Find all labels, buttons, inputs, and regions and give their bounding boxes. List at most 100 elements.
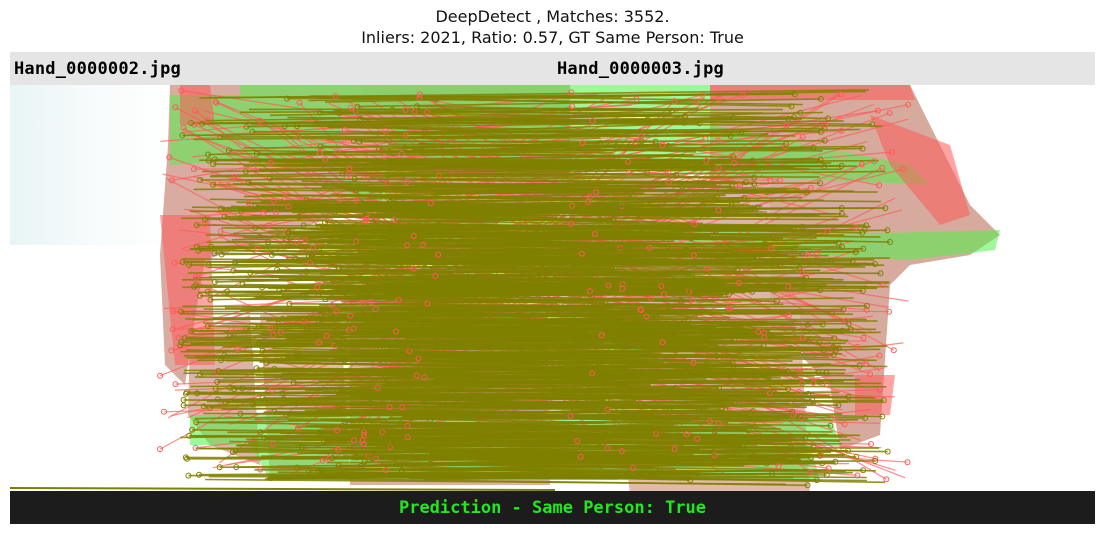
match-line	[411, 463, 712, 474]
keypoint	[602, 288, 608, 295]
inlier-match-lines	[179, 89, 891, 487]
keypoint	[284, 95, 291, 102]
keypoint	[616, 455, 623, 462]
keypoint	[399, 404, 406, 411]
keypoint	[222, 399, 229, 406]
match-line	[255, 227, 794, 230]
keypoint	[614, 203, 621, 210]
keypoint	[737, 347, 744, 354]
keypoint	[367, 400, 374, 407]
keypoint	[858, 161, 865, 168]
match-line	[411, 451, 683, 460]
keypoint	[372, 306, 379, 313]
keypoint	[274, 266, 281, 273]
keypoint	[351, 175, 358, 182]
keypoint	[633, 397, 640, 404]
keypoint	[882, 205, 889, 212]
keypoint	[323, 332, 330, 339]
keypoint	[426, 450, 432, 457]
keypoint	[430, 455, 437, 461]
keypoint	[435, 221, 442, 228]
keypoint	[817, 287, 824, 294]
keypoint	[315, 290, 322, 297]
keypoint	[303, 326, 310, 332]
keypoint	[598, 208, 605, 215]
keypoint	[825, 115, 831, 122]
keypoint	[751, 174, 758, 181]
keypoint	[354, 103, 361, 110]
keypoint	[257, 466, 264, 473]
keypoint	[849, 258, 856, 264]
keypoint	[270, 332, 277, 338]
keypoint	[386, 404, 393, 411]
keypoint	[631, 326, 638, 333]
match-line	[283, 398, 735, 404]
keypoint	[382, 127, 389, 134]
keypoint	[361, 458, 368, 465]
keypoint	[383, 236, 390, 243]
keypoint	[416, 91, 423, 98]
keypoint	[727, 133, 734, 139]
match-line	[205, 478, 786, 486]
keypoint	[704, 265, 711, 272]
keypoint	[185, 472, 192, 479]
match-line	[315, 223, 805, 227]
keypoint	[868, 441, 874, 447]
keypoint	[567, 413, 574, 419]
keypoint	[243, 123, 250, 130]
keypoint	[303, 197, 310, 204]
keypoint	[724, 439, 731, 446]
keypoint-markers	[157, 87, 912, 489]
keypoint	[599, 380, 606, 386]
keypoint	[210, 181, 217, 188]
keypoint	[279, 390, 286, 397]
keypoint	[838, 205, 845, 212]
keypoint	[673, 172, 680, 179]
keypoint	[193, 419, 200, 426]
keypoint	[807, 454, 814, 461]
match-line	[328, 126, 696, 134]
keypoint	[333, 308, 340, 315]
keypoint	[395, 296, 402, 303]
keypoint	[197, 371, 204, 378]
keypoint	[823, 381, 830, 387]
keypoint	[872, 261, 878, 267]
match-line	[331, 253, 737, 264]
match-line	[192, 312, 805, 321]
keypoint	[803, 189, 810, 196]
keypoint	[799, 335, 806, 341]
match-line	[200, 176, 755, 181]
keypoint	[413, 184, 419, 191]
keypoint	[729, 288, 736, 295]
keypoint	[411, 108, 418, 115]
keypoint	[294, 123, 301, 130]
keypoint	[362, 281, 369, 288]
keypoint	[845, 393, 852, 400]
keypoint	[671, 446, 678, 453]
keypoint	[761, 241, 768, 247]
match-line	[231, 230, 647, 241]
keypoint	[770, 233, 777, 240]
keypoint	[905, 101, 912, 108]
keypoint	[679, 183, 685, 190]
keypoint	[342, 423, 349, 430]
keypoint	[807, 469, 814, 476]
keypoint	[361, 318, 368, 325]
keypoint	[680, 344, 687, 351]
keypoint	[316, 150, 323, 156]
keypoint	[182, 454, 189, 461]
keypoint	[659, 142, 666, 148]
keypoint	[838, 162, 845, 169]
keypoint	[673, 457, 680, 464]
keypoint	[761, 334, 768, 341]
match-line	[395, 300, 687, 306]
keypoint	[180, 396, 187, 403]
keypoint	[579, 140, 586, 146]
keypoint	[839, 244, 845, 251]
keypoint	[796, 389, 803, 395]
keypoint	[373, 285, 380, 292]
keypoint	[817, 128, 824, 135]
keypoint	[815, 369, 822, 376]
keypoint	[665, 178, 672, 185]
keypoint	[359, 211, 366, 217]
